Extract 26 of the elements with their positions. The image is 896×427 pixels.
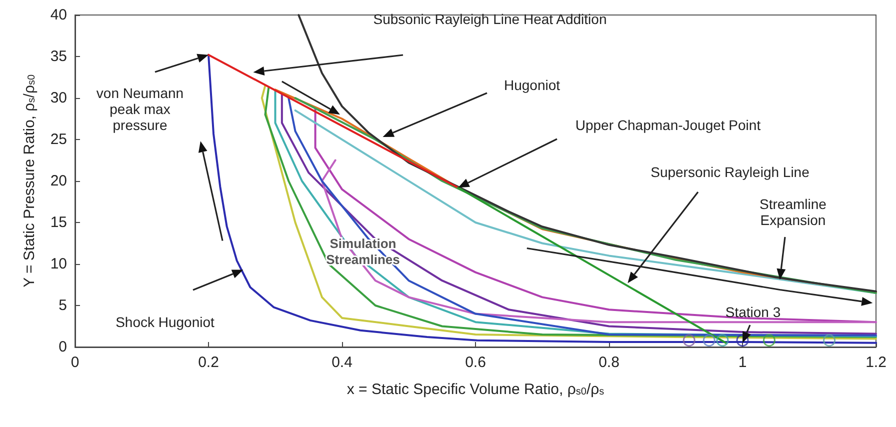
x-tick-label: 1 — [738, 354, 747, 371]
y-tick-label: 20 — [50, 172, 67, 190]
annotation: Subsonic Rayleigh Line Heat Addition — [373, 10, 607, 27]
x-tick-label: 0.8 — [598, 354, 620, 371]
y-tick-label: 0 — [58, 338, 67, 356]
annotation: Supersonic Rayleigh Line — [650, 164, 810, 180]
x-tick-label: 0.4 — [332, 354, 352, 371]
annotation: Hugoniot — [504, 76, 560, 93]
annotation: von Neumann peak max pressure — [96, 84, 184, 133]
y-tick-label: 10 — [50, 256, 67, 272]
y-tick-label: 25 — [50, 131, 67, 148]
annotation: Upper Chapman-Jouget Point — [575, 116, 761, 133]
x-axis-title: x = Static Specific Volume Ratio, ρs0/ρs — [346, 381, 604, 398]
y-tick-label: 15 — [50, 214, 67, 231]
y-axis-title: Y = Static Pressure Ratio, ρs/ρs0 — [21, 74, 38, 288]
x-tick-label: 0 — [70, 354, 80, 371]
x-tick-label: 1.2 — [866, 354, 886, 371]
x-tick-label: 0.6 — [465, 354, 486, 371]
y-tick-label: 5 — [58, 297, 67, 314]
y-tick-label: 30 — [50, 90, 67, 106]
x-tick-label: 0.2 — [198, 354, 219, 371]
annotation: Station 3 — [725, 304, 781, 320]
annotation: Shock Hugoniot — [116, 314, 215, 330]
y-tick-label: 35 — [50, 48, 67, 65]
y-tick-label: 40 — [50, 6, 67, 24]
annotation: Streamline Expansion — [760, 196, 827, 228]
